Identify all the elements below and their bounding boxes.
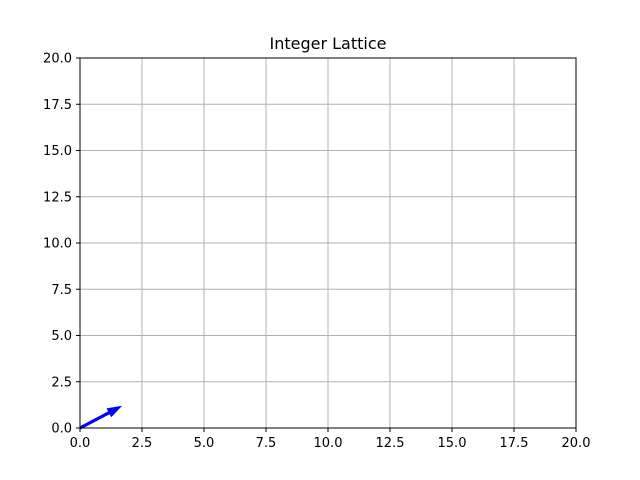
x-tick-label: 7.5 — [256, 436, 277, 451]
x-tick-label: 0.0 — [70, 436, 91, 451]
x-tick-label: 2.5 — [132, 436, 153, 451]
chart-title: Integer Lattice — [270, 34, 387, 53]
axis-ticks: 0.0 2.5 5.0 7.5 10.0 12.5 15.0 17.5 20.0 0.0 2.5 5.… — [43, 52, 590, 452]
y-tick-label: 12.5 — [43, 190, 72, 205]
x-tick-label: 17.5 — [500, 436, 529, 451]
x-tick-label: 12.5 — [376, 436, 405, 451]
vector-arrow — [79, 405, 123, 430]
y-tick-label: 5.0 — [51, 329, 72, 344]
y-tick-label: 15.0 — [43, 144, 72, 159]
y-tick-label: 2.5 — [51, 375, 72, 390]
grid-lines — [79, 57, 577, 429]
x-tick-label: 20.0 — [562, 436, 591, 451]
x-tick-label: 5.0 — [194, 436, 215, 451]
x-tick-label: 10.0 — [314, 436, 343, 451]
y-tick-label: 20.0 — [43, 52, 72, 67]
y-tick-label: 10.0 — [43, 237, 72, 252]
vector-field — [79, 405, 123, 430]
x-tick-label: 15.0 — [438, 436, 467, 451]
y-tick-label: 7.5 — [51, 283, 72, 298]
y-tick-label: 0.0 — [51, 422, 72, 437]
y-tick-label: 17.5 — [43, 98, 72, 113]
